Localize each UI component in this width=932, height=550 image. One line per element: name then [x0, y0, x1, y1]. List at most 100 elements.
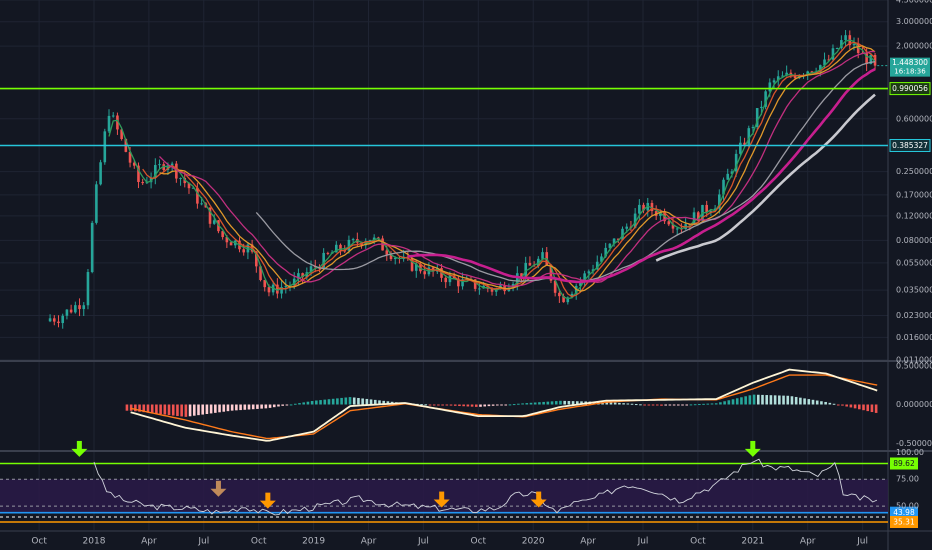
macd-histogram-bar — [142, 404, 146, 413]
candle-body — [852, 44, 856, 46]
macd-histogram-bar — [243, 404, 247, 410]
arrow-head — [744, 448, 761, 457]
macd-histogram-bar — [437, 404, 440, 406]
macd-histogram-bar — [323, 399, 327, 405]
candle-body — [132, 162, 136, 166]
candle-body — [869, 54, 873, 64]
rsi-level-tag — [890, 506, 918, 519]
macd-histogram-bar — [660, 404, 663, 406]
macd-histogram-bar — [773, 395, 777, 405]
macd-histogram-bar — [681, 404, 684, 406]
macd-histogram-bar — [474, 404, 478, 407]
macd-histogram-bar — [340, 397, 343, 405]
candle-body — [389, 254, 393, 260]
candle-body — [856, 44, 860, 53]
candle-body — [722, 179, 725, 195]
macd-histogram-bar — [639, 404, 642, 406]
rsi-level-label: 35.31 — [893, 518, 915, 527]
macd-histogram-bar — [159, 404, 162, 415]
candle-body — [154, 164, 157, 178]
axes: Oct 2018 Apr Jul Oct 2019 Apr Jul Oct 2020 Apr Jul O… — [31, 0, 932, 547]
macd-histogram-bar — [348, 397, 352, 405]
macd-histogram-bar — [542, 401, 545, 405]
macd-histogram-bar — [125, 404, 129, 411]
last-price-label: 1.448300 — [892, 58, 928, 67]
macd-histogram-bar — [302, 402, 306, 405]
macd-histogram-bar — [824, 401, 827, 405]
macd-histogram-bar — [731, 399, 735, 405]
macd-histogram-bar — [134, 404, 137, 412]
macd-histogram-bar — [744, 396, 747, 405]
macd-histogram-bar — [689, 404, 693, 406]
candle-body — [747, 128, 751, 145]
y-tick-label: 3.000000 — [896, 17, 932, 26]
macd-histogram-bar — [841, 404, 844, 406]
macd-y-tick: -0.500000 — [896, 439, 932, 448]
macd-histogram-bar — [719, 402, 722, 405]
candle-body — [844, 35, 847, 41]
candle-body — [524, 262, 527, 277]
macd-histogram-bar — [723, 401, 726, 405]
macd-histogram-bar — [756, 394, 760, 405]
candle-body — [827, 59, 831, 61]
macd-histogram-bar — [373, 399, 377, 405]
candle-body — [781, 75, 784, 77]
price-level-tag-label: 0.990056 — [892, 84, 928, 93]
candle-body — [99, 162, 102, 185]
candle-body — [263, 280, 267, 288]
candle-body — [583, 273, 586, 281]
y-tick-label: 0.600000 — [896, 114, 932, 123]
candle-body — [423, 271, 426, 275]
candle-body — [259, 266, 262, 281]
macd-histogram-bar — [866, 404, 870, 412]
macd-histogram-bar — [491, 404, 495, 406]
candle-body — [726, 173, 730, 180]
macd-histogram-bar — [496, 404, 499, 406]
macd-histogram-bar — [849, 404, 853, 408]
candle-body — [301, 273, 304, 278]
macd-histogram-bar — [870, 404, 874, 413]
candle-body — [187, 183, 191, 189]
candle-body — [705, 204, 708, 213]
macd-panel[interactable] — [125, 368, 878, 442]
macd-histogram-bar — [643, 404, 646, 406]
candle-body — [120, 129, 123, 140]
candle-body — [579, 280, 582, 286]
price-level-tag-label: 0.385327 — [892, 141, 928, 150]
candle-body — [347, 239, 351, 251]
candle-body — [659, 211, 662, 216]
macd-histogram-bar — [138, 404, 141, 412]
x-tick-label: 2021 — [741, 537, 764, 547]
y-tick-label: 0.250000 — [896, 167, 932, 176]
macd-histogram-bar — [710, 403, 714, 405]
candle-body — [95, 184, 98, 223]
macd-histogram-bar — [740, 397, 743, 405]
candle-body — [840, 40, 843, 49]
macd-histogram-bar — [285, 404, 289, 406]
macd-histogram-bar — [693, 404, 697, 406]
price-panel[interactable] — [0, 30, 888, 329]
candle-body — [595, 261, 599, 270]
signal-arrow-icon — [71, 440, 88, 457]
macd-histogram-bar — [622, 403, 625, 405]
candle-body — [69, 309, 73, 313]
macd-histogram-bar — [546, 401, 550, 405]
macd-histogram-bar — [765, 395, 769, 405]
candle-body — [621, 228, 624, 240]
macd-histogram-bar — [807, 399, 811, 405]
macd-histogram-bar — [735, 398, 739, 405]
signal-arrow-icon — [210, 480, 227, 497]
candle-body — [696, 212, 700, 221]
price-level-tag: 0.385327 — [889, 139, 931, 153]
candle-body — [137, 165, 140, 182]
candle-body — [515, 273, 519, 284]
rsi-panel[interactable] — [0, 440, 888, 523]
candle-body — [368, 239, 372, 242]
candle-body — [608, 243, 612, 248]
candle-body — [326, 252, 330, 254]
macd-histogram-bar — [651, 404, 655, 406]
candle-body — [823, 59, 826, 66]
candle-body — [57, 321, 60, 324]
macd-histogram-bar — [150, 404, 154, 414]
